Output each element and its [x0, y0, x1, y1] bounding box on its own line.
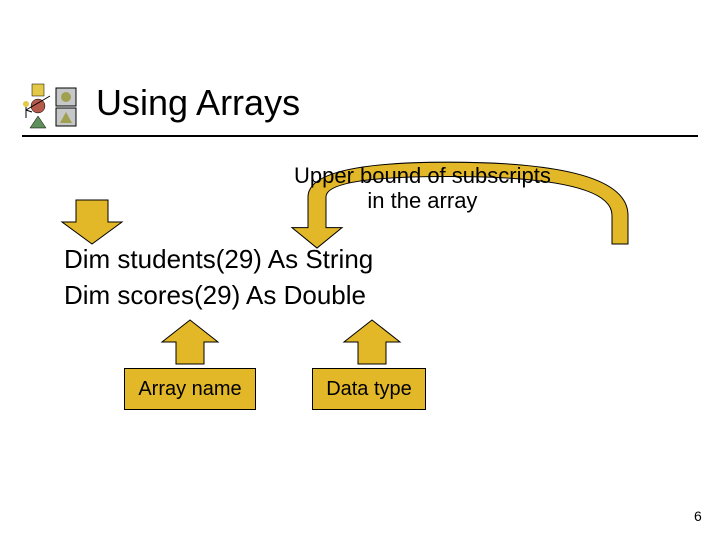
down-arrow	[62, 200, 122, 244]
slide: Using Arrays Upper bound of subscripts i…	[0, 0, 720, 540]
annotation-line2: in the array	[367, 188, 477, 213]
code-line-2: Dim scores(29) As Double	[64, 280, 366, 311]
page-number: 6	[694, 508, 702, 524]
annotation-line1: Upper bound of subscripts	[294, 163, 551, 188]
code-line-1: Dim students(29) As String	[64, 244, 373, 275]
up-arrow-array-name	[162, 320, 218, 364]
label-data-type: Data type	[312, 368, 426, 410]
slide-bullet-icon	[22, 82, 80, 130]
up-arrow-data-type	[344, 320, 400, 364]
upper-bound-annotation: Upper bound of subscripts in the array	[294, 163, 551, 214]
title-underline	[22, 135, 698, 137]
slide-title: Using Arrays	[96, 82, 300, 124]
label-array-name: Array name	[124, 368, 256, 410]
